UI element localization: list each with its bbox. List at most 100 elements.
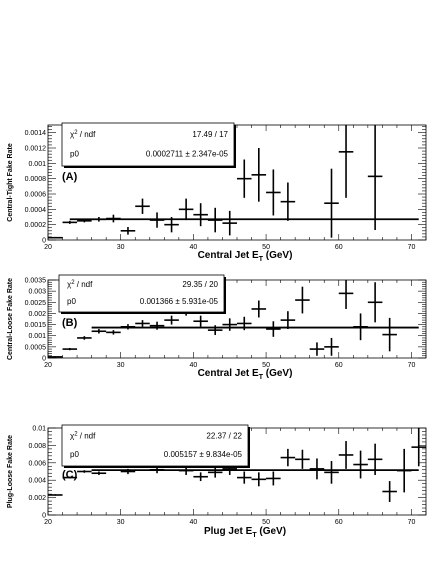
stats-chi2-label: χ2 / ndf [70, 432, 96, 441]
y-tick-label: 0 [42, 356, 46, 363]
y-tick-label: 0.006 [28, 460, 46, 467]
data-point [149, 321, 165, 330]
data-point [309, 342, 325, 356]
y-tick-label: 0.004 [28, 478, 46, 485]
data-point [120, 468, 136, 475]
data-point [91, 471, 107, 475]
data-point [106, 330, 121, 335]
stats-p0-label: p0 [70, 450, 79, 459]
x-axis-title-unit: (GeV) [263, 368, 292, 379]
y-axis-title: Central-Loose Fake Rate [7, 278, 14, 360]
chi2-superscript: 2 [71, 280, 75, 286]
y-tick-label: 0.001 [28, 161, 46, 168]
stats-chi2-value: 17.49 / 17 [192, 130, 228, 139]
y-tick-label: 0.0035 [25, 278, 47, 285]
x-axis-title-main: Central Jet E [198, 250, 259, 261]
data-point [309, 458, 325, 480]
stats-p0-value: 0.001366 ± 5.931e-05 [140, 297, 219, 306]
x-tick-label: 60 [335, 519, 343, 526]
x-tick-label: 20 [44, 362, 52, 369]
x-axis-title-unit: (GeV) [263, 250, 292, 261]
stats-box [61, 122, 235, 167]
x-tick-label: 60 [335, 362, 343, 369]
data-point [353, 313, 368, 341]
data-point [62, 347, 78, 351]
data-point [251, 300, 267, 318]
chi2-superscript: 2 [74, 432, 78, 438]
x-axis-title-unit: (GeV) [257, 526, 286, 537]
y-axis-title: Plug-Loose Fake Rate [7, 435, 14, 508]
y-tick-label: 0 [42, 238, 46, 245]
data-point [367, 125, 383, 231]
data-point [237, 471, 252, 484]
data-point [193, 203, 208, 227]
data-point [237, 316, 252, 331]
x-axis-title-sub: T [259, 256, 264, 263]
data-point [62, 476, 78, 479]
x-tick-label: 30 [117, 519, 125, 526]
y-axis-title: Central-Tight Fake Rate [7, 143, 14, 222]
data-point [77, 219, 92, 223]
data-point [280, 311, 296, 330]
x-tick-label: 40 [189, 244, 197, 251]
x-tick-label: 20 [44, 519, 52, 526]
stats-chi2-label: χ2 / ndf [70, 130, 96, 139]
data-point [295, 449, 310, 469]
y-tick-label: 0.0014 [25, 130, 47, 137]
data-point [91, 329, 107, 334]
data-point [266, 169, 281, 216]
x-axis-title: Plug Jet ET (GeV) [204, 526, 286, 539]
x-tick-label: 30 [117, 362, 125, 369]
chi2-symbol: χ [70, 130, 75, 139]
data-point [207, 325, 223, 336]
data-point [266, 471, 281, 486]
data-point [237, 159, 252, 198]
chart-panel-b: 20 30 40 50 60 70 0 0.0005 0.001 0.0015 0.002 0.002… [7, 274, 427, 381]
y-tick-label: 0.0015 [25, 322, 47, 329]
chi2-ndf-text: / ndf [78, 130, 97, 139]
y-tick-label: 0.002 [28, 495, 46, 502]
chi2-superscript: 2 [74, 130, 78, 136]
panel-tag-label: (B) [62, 317, 78, 329]
data-point [222, 318, 237, 331]
data-point [280, 182, 296, 221]
data-point [77, 470, 92, 473]
data-point [207, 207, 223, 233]
y-tick-label: 0.0025 [25, 300, 47, 307]
x-tick-label: 20 [44, 244, 52, 251]
y-tick-label: 0.01 [32, 426, 46, 433]
panel-tag-label: (C) [62, 469, 78, 481]
stats-box [61, 424, 249, 467]
data-point [120, 324, 136, 330]
chi2-ndf-text: / ndf [75, 280, 94, 289]
data-point [411, 428, 426, 467]
data-point [178, 198, 194, 221]
data-point [207, 467, 223, 478]
chi2-ndf-text: / ndf [78, 432, 97, 441]
data-point [135, 320, 150, 327]
x-axis-title: Central Jet ET (GeV) [198, 250, 293, 263]
data-point [338, 280, 354, 309]
data-point [324, 168, 339, 238]
data-point [367, 282, 383, 323]
data-point [48, 236, 63, 239]
y-tick-label: 0.003 [28, 289, 46, 296]
data-point [338, 441, 354, 469]
y-tick-label: 0 [42, 513, 46, 520]
x-axis-title: Central Jet ET (GeV) [198, 368, 293, 381]
stats-chi2-value: 22.37 / 22 [206, 432, 242, 441]
data-point [62, 220, 78, 224]
x-tick-label: 70 [408, 519, 416, 526]
chi2-symbol: χ [67, 280, 72, 289]
y-tick-label: 0.001 [28, 333, 46, 340]
data-point [120, 226, 136, 235]
data-point [396, 448, 412, 493]
x-tick-label: 70 [408, 244, 416, 251]
x-axis-title-main: Plug Jet E [204, 526, 253, 537]
x-tick-label: 50 [262, 519, 270, 526]
data-point [48, 356, 63, 358]
data-point [164, 217, 179, 233]
stats-chi2-value: 29.35 / 20 [182, 280, 218, 289]
data-point [295, 286, 310, 314]
